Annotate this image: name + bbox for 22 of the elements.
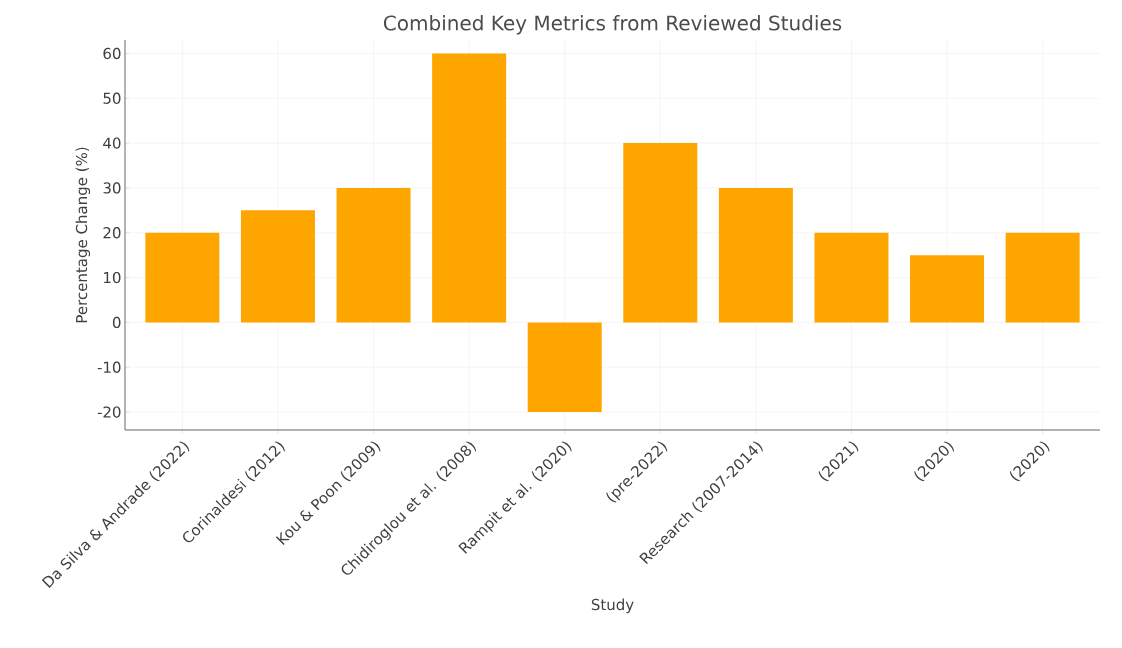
bar (814, 232, 889, 323)
bar (145, 232, 220, 323)
y-tick-label: 30 (103, 182, 121, 194)
bar (623, 143, 698, 323)
y-tick-label: 0 (112, 316, 121, 329)
y-axis-title: Percentage Change (%) (75, 147, 91, 323)
chart-title: Combined Key Metrics from Reviewed Studies (383, 15, 842, 35)
y-tick-label: 50 (103, 92, 121, 104)
bar (336, 187, 411, 323)
bar (1005, 232, 1080, 323)
bar (432, 53, 507, 323)
y-tick-label: -20 (97, 406, 121, 418)
bar (718, 187, 793, 323)
x-axis-title: Study (591, 598, 634, 614)
y-tick-label: 40 (103, 137, 121, 149)
y-tick-label: 10 (104, 271, 121, 284)
y-tick-label: 20 (103, 227, 121, 239)
y-tick-label: -10 (97, 361, 121, 373)
bar (527, 322, 602, 413)
bar (240, 210, 315, 323)
bar (910, 255, 985, 323)
y-tick-label: 60 (103, 47, 121, 60)
